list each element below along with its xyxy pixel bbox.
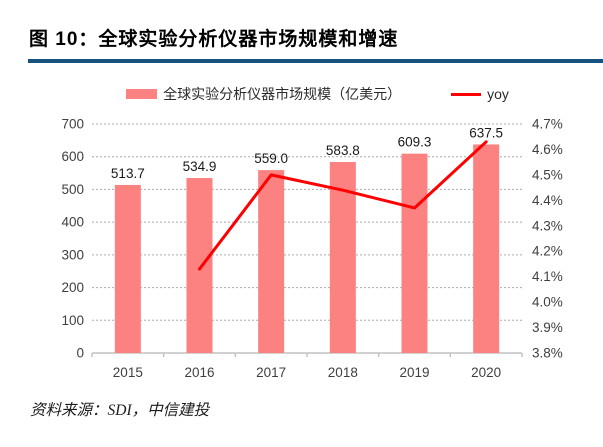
line-series-label: yoy	[487, 86, 509, 102]
right-axis-tick-label: 4.3%	[532, 218, 563, 233]
bar-value-label: 534.9	[183, 159, 217, 174]
bar-value-label: 637.5	[469, 125, 503, 140]
bar-series-label: 全球实验分析仪器市场规模（亿美元）	[163, 86, 402, 102]
right-axis-tick-label: 4.2%	[532, 244, 563, 259]
left-axis-tick-label: 500	[61, 182, 84, 197]
right-axis-tick-label: 4.0%	[532, 295, 563, 310]
right-axis-tick-label: 4.4%	[532, 193, 563, 208]
right-axis-tick-label: 4.1%	[532, 269, 563, 284]
chart-canvas: 0 100 200 300 400 500 600 700 3.8% 3.9% 4.0% 4.1% 4.…	[61, 117, 563, 381]
right-axis-tick-label: 4.6%	[532, 142, 563, 157]
bar-value-label: 609.3	[398, 135, 432, 150]
x-category-label: 2017	[256, 365, 286, 380]
right-axis-tick-label: 3.9%	[532, 320, 563, 335]
right-axis-tick-label: 4.7%	[532, 117, 563, 132]
bar-value-label: 559.0	[254, 151, 288, 166]
x-category-label: 2015	[113, 365, 143, 380]
legend-item-market-size: 全球实验分析仪器市场规模（亿美元）	[126, 84, 401, 104]
left-axis-tick-label: 400	[61, 215, 84, 230]
title-divider-rule	[28, 59, 603, 63]
bar-value-label: 513.7	[111, 166, 145, 181]
bar-2019	[401, 153, 428, 353]
left-axis-tick-label: 300	[61, 247, 84, 262]
x-category-label: 2016	[184, 365, 214, 380]
legend-item-yoy: yoy	[451, 86, 509, 102]
bar-value-label: 583.8	[326, 143, 360, 158]
figure-title: 图 10：全球实验分析仪器市场规模和增速	[29, 29, 399, 50]
yoy-line	[198, 140, 488, 271]
bar-2015	[114, 184, 141, 353]
chart-legend: 全球实验分析仪器市场规模（亿美元） yoy	[55, 85, 580, 103]
bar-series-swatch	[126, 89, 158, 99]
chart-area: 0 100 200 300 400 500 600 700 3.8% 3.9% 4.0% 4.1% 4.…	[50, 111, 595, 391]
bar-2016	[186, 178, 213, 353]
bar-2017	[258, 170, 285, 353]
line-series-swatch	[451, 92, 482, 96]
x-category-label: 2018	[328, 365, 358, 380]
x-category-label: 2020	[471, 365, 501, 380]
left-axis-tick-label: 700	[61, 117, 84, 132]
right-axis-tick-label: 3.8%	[532, 346, 563, 361]
x-category-label: 2019	[399, 365, 429, 380]
left-axis-tick-label: 100	[61, 313, 84, 328]
right-axis-tick-label: 4.5%	[532, 167, 563, 182]
bar-2020	[473, 144, 500, 353]
source-note: 资料来源：SDI，中信建投	[30, 402, 210, 419]
left-axis-tick-label: 0	[76, 346, 84, 361]
left-axis-tick-label: 200	[61, 280, 84, 295]
left-axis-tick-label: 600	[61, 149, 84, 164]
